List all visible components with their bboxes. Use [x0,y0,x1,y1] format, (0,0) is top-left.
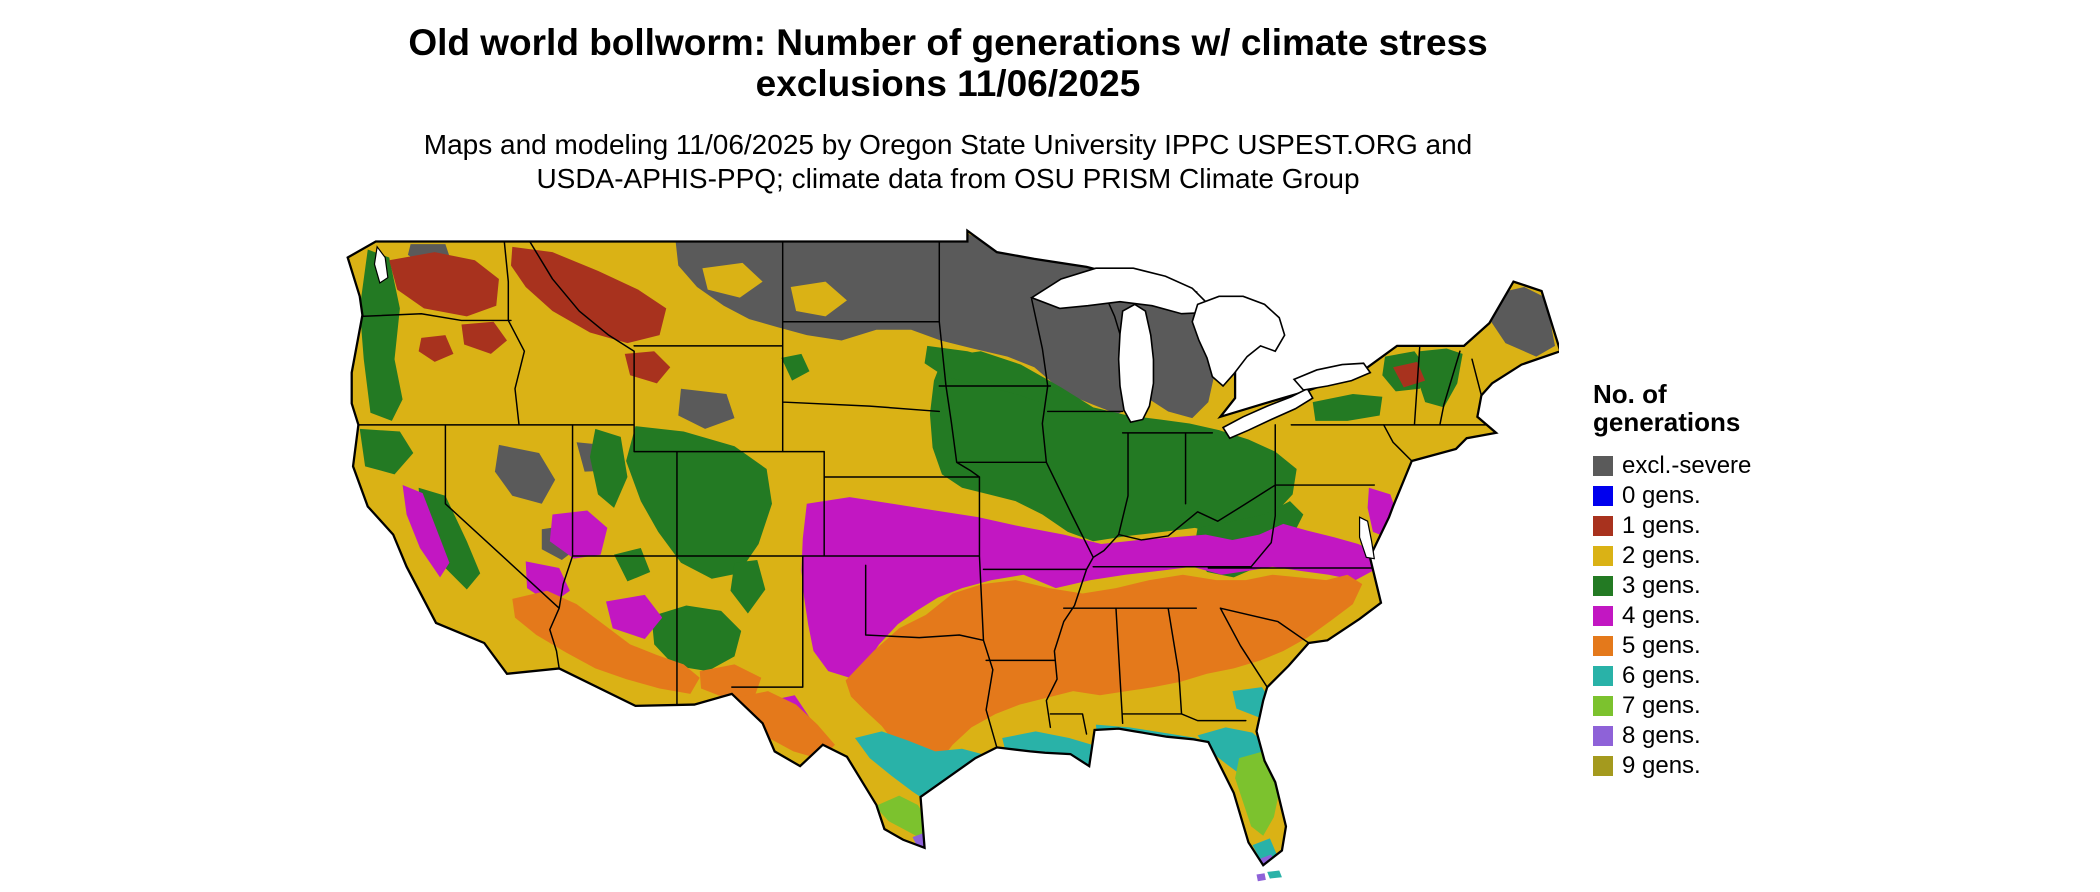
legend-swatch [1593,636,1613,656]
region-patch [589,428,628,508]
region-patch [699,664,762,698]
state-borders [354,240,1491,749]
legend-item: 9 gens. [1593,754,1751,778]
region-patch [624,351,671,384]
legend-item: 3 gens. [1593,574,1751,598]
region-patch [359,249,403,421]
map-layer-3gens [359,249,1463,672]
legend-label: 9 gens. [1622,752,1701,779]
region-patch [418,487,481,590]
legend-label: 3 gens. [1622,572,1701,599]
region-patch [402,485,450,578]
legend-swatch [1593,756,1613,776]
legend-label: 6 gens. [1622,662,1701,689]
legend-label: 8 gens. [1622,722,1701,749]
region-patch [875,795,929,840]
map-subtitle-line2: USDA-APHIS-PPQ; climate data from OSU PR… [536,163,1360,194]
legend-swatch [1593,576,1613,596]
legend-swatch [1593,696,1613,716]
legend: No. of generations excl.-severe 0 gens. 1 … [1593,380,1751,784]
map-layer-1gens [389,246,1426,388]
legend-swatch [1593,516,1613,536]
region-patch [1267,870,1282,879]
legend-title-line2: generations [1593,407,1741,437]
map-layer-5gens [512,574,1363,775]
map-subtitle: Maps and modeling 11/06/2025 by Oregon S… [0,128,1896,196]
map-layer-water [373,245,1376,560]
map-title: Old world bollworm: Number of generation… [0,22,1896,104]
map-title-line2: exclusions 11/06/2025 [755,63,1141,104]
legend-swatch [1593,456,1613,476]
region-patch [734,691,835,760]
legend-label: 2 gens. [1622,542,1701,569]
legend-swatch [1593,546,1613,566]
region-patch [1235,751,1280,836]
region-patch [730,560,766,614]
legend-label: excl.-severe [1622,452,1752,479]
region-patch [510,246,667,344]
legend-label: 4 gens. [1622,602,1701,629]
lake-huron [1191,295,1286,388]
map-fill-layers [347,230,1559,866]
region-patch [678,388,735,429]
region-patch [651,605,742,672]
region-patch [549,510,608,559]
region-patch [626,426,772,579]
legend-swatch [1593,486,1613,506]
map-title-line1: Old world bollworm: Number of generation… [408,22,1488,63]
map-layer-keys [1256,870,1282,882]
region-patch [606,594,663,639]
region-patch [1256,873,1266,882]
legend-item: 1 gens. [1593,514,1751,538]
region-patch [924,345,1062,405]
us-choropleth-map [346,229,1559,882]
legend-items: excl.-severe 0 gens. 1 gens. 2 gens. 3 gens.… [1593,454,1751,778]
legend-swatch [1593,606,1613,626]
legend-swatch [1593,666,1613,686]
legend-item: 7 gens. [1593,694,1751,718]
region-patch [781,353,810,381]
legend-label: 7 gens. [1622,692,1701,719]
map-layer-2gens-accents [702,262,847,317]
region-patch [929,351,1297,542]
lake-erie [1221,387,1314,440]
map-layer-8gens [912,831,1276,866]
map-subtitle-line1: Maps and modeling 11/06/2025 by Oregon S… [423,129,1473,160]
legend-item: 6 gens. [1593,664,1751,688]
lake-ontario [1292,362,1372,391]
region-patch [1312,394,1383,421]
title-block: Old world bollworm: Number of generation… [0,22,1896,196]
legend-swatch [1593,726,1613,746]
puget-sound [373,245,389,284]
legend-title: No. of generations [1593,380,1751,436]
legend-item: 2 gens. [1593,544,1751,568]
region-patch [389,252,499,317]
region-patch [494,444,556,504]
legend-label: 1 gens. [1622,512,1701,539]
lake-michigan [1117,303,1155,424]
region-patch [845,574,1363,775]
legend-label: 0 gens. [1622,482,1701,509]
region-patch [790,281,847,317]
legend-label: 5 gens. [1622,632,1701,659]
legend-item: 0 gens. [1593,484,1751,508]
region-patch [418,335,454,362]
legend-item: 8 gens. [1593,724,1751,748]
region-patch [1417,348,1463,408]
region-patch [359,428,414,475]
region-patch [801,497,1373,678]
legend-title-line1: No. of [1593,379,1667,409]
legend-item: excl.-severe [1593,454,1751,478]
legend-item: 5 gens. [1593,634,1751,658]
legend-item: 4 gens. [1593,604,1751,628]
map-layer-7gens [875,751,1280,840]
region-patch [1489,286,1555,357]
region-patch [512,590,700,694]
region-patch [702,262,763,298]
chesapeake-bay [1358,516,1376,560]
region-patch [461,321,507,354]
